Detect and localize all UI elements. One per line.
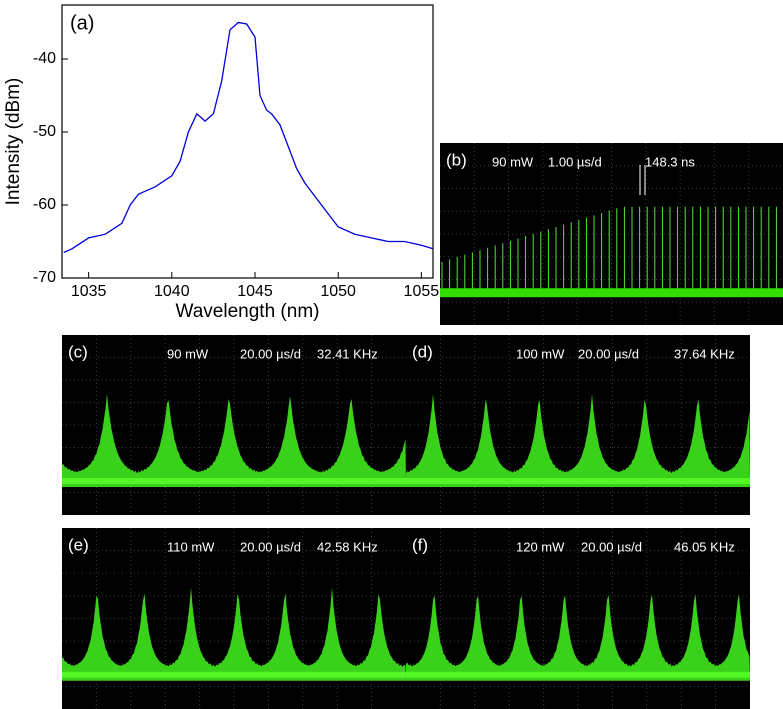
scope-trace xyxy=(406,594,750,681)
scope-annotation: 90 mW xyxy=(167,346,209,361)
panel-label: (b) xyxy=(446,150,467,169)
y-tick-label: -40 xyxy=(33,50,56,67)
panel-label: (a) xyxy=(70,12,94,34)
scope-annotation: 32.41 KHz xyxy=(317,346,378,361)
scope-annotation: 37.64 KHz xyxy=(674,346,735,361)
scope-trace xyxy=(62,393,406,487)
scope-annotation: 20.00 µs/d xyxy=(240,346,301,361)
panel-label: (c) xyxy=(68,342,88,361)
scope-baseline xyxy=(62,671,406,678)
scope-annotation: 20.00 µs/d xyxy=(578,346,639,361)
scope-annotation: 110 mW xyxy=(167,539,215,554)
x-tick-label: 1055 xyxy=(404,283,440,300)
scope-baseline xyxy=(440,288,783,298)
scope-annotation: 20.00 µs/d xyxy=(240,539,301,554)
scope-annotation: 20.00 µs/d xyxy=(581,539,642,554)
scope-annotation: 90 mW xyxy=(492,154,534,169)
y-tick-label: -60 xyxy=(33,196,56,213)
scope-annotation: 100 mW xyxy=(516,346,565,361)
scope-panel: (d) 100 mW 20.00 µs/d 37.64 KHz xyxy=(406,335,750,515)
panel-label: (e) xyxy=(68,535,89,554)
scope-annotation: 1.00 µs/d xyxy=(548,154,602,169)
y-axis-label: Intensity (dBm) xyxy=(3,78,24,206)
scope-trace xyxy=(62,587,406,681)
scope-baseline xyxy=(62,478,406,484)
scope-panel: (b) 90 mW 1.00 µs/d 148.3 ns xyxy=(440,143,783,325)
spectrum-line xyxy=(63,21,434,254)
y-tick-label: -50 xyxy=(33,123,56,140)
scope-annotation: 42.58 KHz xyxy=(317,539,378,554)
scope-baseline xyxy=(406,478,750,484)
scope-annotation: 120 mW xyxy=(516,539,565,554)
scope-screen xyxy=(440,143,783,325)
scope-panel: (c) 90 mW 20.00 µs/d 32.41 KHz xyxy=(62,335,406,515)
panel-label: (f) xyxy=(412,535,428,554)
x-tick-label: 1040 xyxy=(154,283,190,300)
x-tick-label: 1035 xyxy=(71,283,107,300)
x-axis-label: Wavelength (nm) xyxy=(176,301,320,322)
x-tick-label: 1045 xyxy=(237,283,273,300)
x-tick-label: 1050 xyxy=(320,283,356,300)
scope-trace xyxy=(406,393,750,487)
scope-panel: (f) 120 mW 20.00 µs/d 46.05 KHz xyxy=(406,528,750,709)
panel-label: (d) xyxy=(412,342,433,361)
scope-annotation: 148.3 ns xyxy=(645,154,695,169)
scope-panel: (e) 110 mW 20.00 µs/d 42.58 KHz xyxy=(62,528,406,709)
plot-frame xyxy=(61,4,434,279)
y-tick-label: -70 xyxy=(33,269,56,286)
scope-annotation: 46.05 KHz xyxy=(674,539,735,554)
scope-baseline xyxy=(406,671,750,678)
